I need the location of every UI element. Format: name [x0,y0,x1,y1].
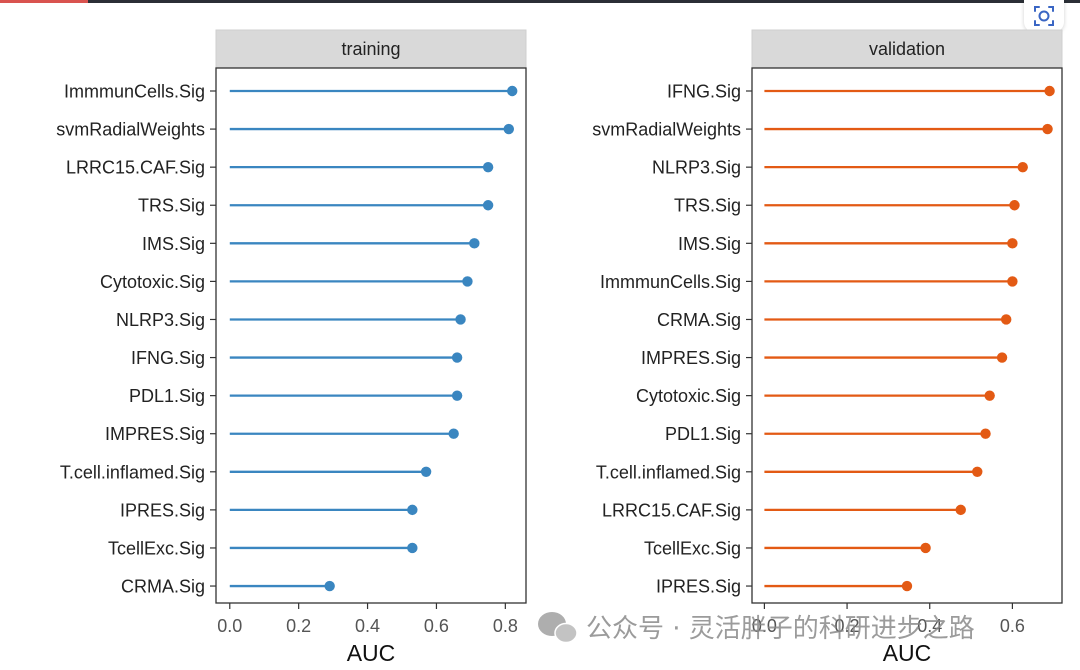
y-tick-label: IPRES.Sig [656,577,741,597]
y-tick-label: NLRP3.Sig [116,310,205,330]
y-tick-label: TRS.Sig [138,196,205,216]
facet-title: validation [869,39,945,59]
lollipop-point [420,466,432,477]
y-tick-label: CRMA.Sig [657,310,741,330]
y-tick-label: LRRC15.CAF.Sig [66,158,205,178]
y-tick-label: CRMA.Sig [121,577,205,597]
y-tick-label: IFNG.Sig [667,82,741,102]
lollipop-point [482,200,494,211]
lollipop-point [996,352,1008,363]
y-tick-label: Cytotoxic.Sig [100,272,205,292]
lollipop-point [984,390,995,401]
y-tick-label: TcellExc.Sig [644,538,741,558]
lollipop-point [451,390,463,401]
x-tick-label: 0.2 [286,616,311,636]
lollipop-point [482,161,494,173]
facet-panel-validation: validation IFNG.Sig svmRadialWeights NLRP3.… [592,29,1063,666]
wechat-logo-icon [538,612,578,644]
x-tick-label: 0.8 [493,616,518,636]
lollipop-point [920,542,931,554]
panel-border [751,67,1063,604]
lollipop-point [455,314,466,325]
y-tick-label: IFNG.Sig [131,348,205,368]
lollipop-point [1044,85,1055,97]
y-tick-label: TRS.Sig [674,196,741,216]
y-tick-label: IMPRES.Sig [641,348,741,368]
y-tick-label: T.cell.inflamed.Sig [596,462,741,482]
y-tick-label: TcellExc.Sig [108,538,205,558]
x-axis-label: AUC [347,640,396,666]
facet-strip [215,29,527,69]
y-tick-label: LRRC15.CAF.Sig [602,500,741,520]
lollipop-point [451,352,463,363]
lollipop-point [955,504,966,516]
y-tick-label: svmRadialWeights [592,120,741,140]
lollipop-point [1007,238,1018,249]
lollipop-point [1001,314,1012,325]
lollipop-point [462,276,473,287]
scan-button[interactable] [1024,0,1064,32]
lollipop-point [1007,276,1018,287]
lollipop-point [507,85,518,97]
x-tick-label: 0.0 [217,616,242,636]
active-tab-indicator [0,0,88,3]
x-axis-label: AUC [883,640,932,666]
lollipop-point [324,580,335,592]
y-tick-label: IMS.Sig [142,234,205,254]
y-tick-label: NLRP3.Sig [652,158,741,178]
lollipop-point [503,123,514,135]
window-top-bar [0,0,1080,3]
scan-icon [1034,6,1054,26]
y-tick-label: IMPRES.Sig [105,424,205,444]
y-tick-label: Cytotoxic.Sig [636,386,741,406]
y-tick-label: ImmmunCells.Sig [64,82,205,102]
lollipop-point [1009,200,1020,211]
lollipop-point [901,580,913,592]
lollipop-point [980,428,991,439]
lollipop-point [407,542,418,554]
y-tick-label: PDL1.Sig [665,424,741,444]
lollipop-point [972,466,983,477]
x-tick-label: 0.4 [917,616,942,636]
y-tick-label: T.cell.inflamed.Sig [60,462,205,482]
x-tick-label: 0.2 [835,616,860,636]
y-tick-label: IPRES.Sig [120,500,205,520]
y-tick-label: ImmmunCells.Sig [600,272,741,292]
x-tick-label: 0.6 [424,616,449,636]
x-tick-label: 0.0 [752,616,777,636]
facet-title: training [341,39,400,59]
wechat-bubble-small [554,622,578,644]
lollipop-point [1042,123,1053,135]
lollipop-point [448,428,459,439]
watermark-text: 公众号 · 灵活胖子的科研进步之路 [586,614,975,644]
lollipop-point [407,504,418,516]
panel-border [215,67,527,604]
x-tick-label: 0.6 [1000,616,1025,636]
lollipop-point [1017,161,1028,173]
facet-panel-training: training ImmmunCells.Sig svmRadialWeights L… [56,29,527,666]
lollipop-point [469,238,480,249]
y-tick-label: PDL1.Sig [129,386,205,406]
x-tick-label: 0.4 [355,616,380,636]
y-tick-label: svmRadialWeights [56,120,205,140]
watermark: 公众号 · 灵活胖子的科研进步之路 [538,612,975,644]
y-tick-label: IMS.Sig [678,234,741,254]
